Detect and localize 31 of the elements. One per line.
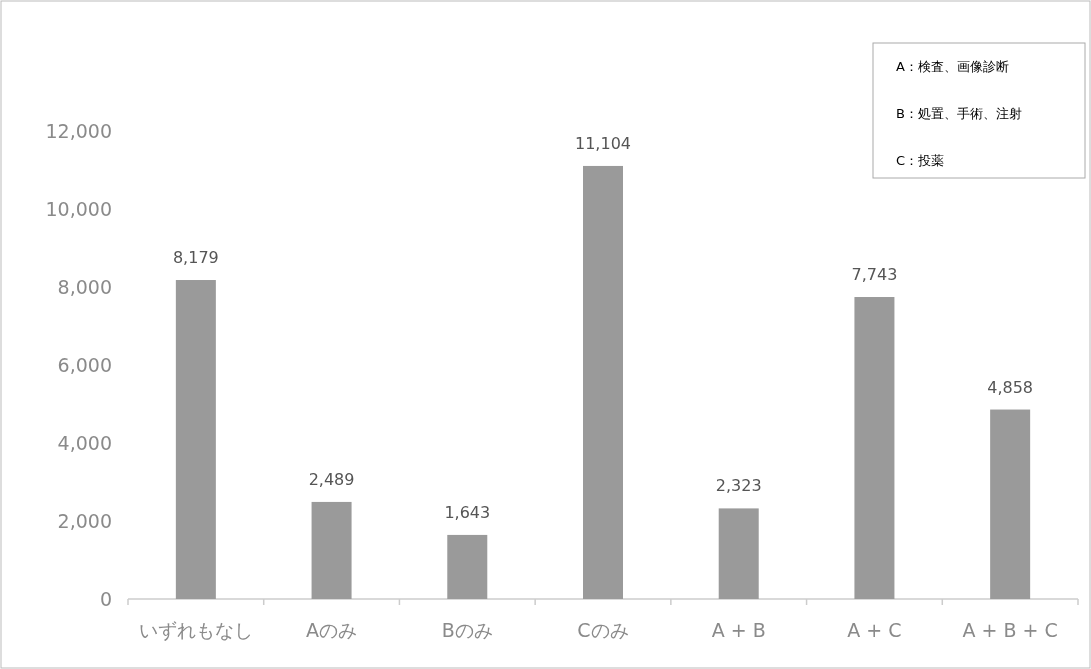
x-tick-label: Cのみ xyxy=(577,619,629,641)
y-tick-label: 12,000 xyxy=(45,120,112,142)
text: B：処置、手術、注射 xyxy=(896,106,1022,121)
data-label: 7,743 xyxy=(851,265,898,285)
data-label: 2,489 xyxy=(308,469,355,489)
y-tick-label: 4,000 xyxy=(57,432,112,454)
y-tick-label: 2,000 xyxy=(57,510,112,532)
bar xyxy=(854,297,895,599)
data-label: 1,643 xyxy=(444,502,491,522)
y-tick-label: 0 xyxy=(99,588,112,610)
bar xyxy=(583,165,623,599)
bar xyxy=(990,409,1031,599)
x-tick-label: Bのみ xyxy=(441,619,493,641)
x-tick-label: A + B xyxy=(711,619,766,641)
x-tick-label: A + C xyxy=(847,619,902,641)
data-label: 2,323 xyxy=(715,476,762,496)
x-tick-label: Aのみ xyxy=(306,619,358,641)
y-tick-label: 6,000 xyxy=(57,354,112,376)
x-tick-label: A + B + C xyxy=(962,619,1058,641)
bar xyxy=(447,534,488,599)
annotation: C：投薬 xyxy=(896,153,945,168)
bar xyxy=(311,501,352,599)
y-tick-label: 10,000 xyxy=(45,198,112,220)
data-label: 11,104 xyxy=(575,133,631,153)
data-label: 4,858 xyxy=(987,377,1034,397)
text: A：検査、画像診断 xyxy=(896,59,1009,74)
bar xyxy=(175,280,216,599)
y-tick-label: 8,000 xyxy=(57,276,112,298)
x-tick-label: いずれもなし xyxy=(138,619,253,641)
data-label: 8,179 xyxy=(172,248,219,268)
bar xyxy=(718,508,759,599)
